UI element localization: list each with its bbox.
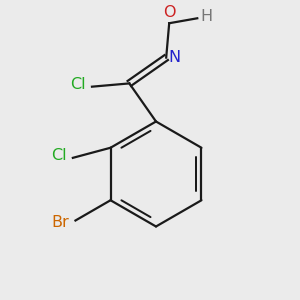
- Text: O: O: [163, 5, 175, 20]
- Text: Cl: Cl: [51, 148, 66, 164]
- Text: Br: Br: [51, 215, 69, 230]
- Text: Cl: Cl: [70, 77, 86, 92]
- Text: N: N: [168, 50, 180, 65]
- Text: H: H: [201, 9, 213, 24]
